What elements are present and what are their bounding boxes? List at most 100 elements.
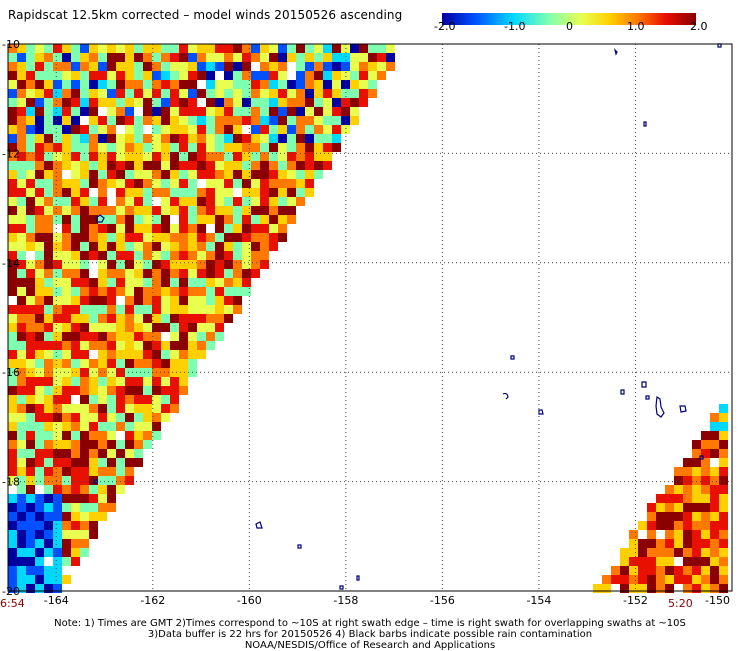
swath-cell [35, 431, 44, 440]
swath-cell [305, 89, 314, 98]
swath-cell [314, 80, 323, 89]
swath-cell [674, 485, 683, 494]
swath-cell [710, 476, 719, 485]
swath-cell [629, 566, 638, 575]
swath-cell [233, 269, 242, 278]
swath-cell [242, 197, 251, 206]
swath-cell [143, 206, 152, 215]
swath-cell [44, 152, 53, 161]
swath-cell [152, 260, 161, 269]
swath-cell [242, 71, 251, 80]
swath-cell [233, 134, 242, 143]
swath-cell [269, 179, 278, 188]
swath-cell [143, 80, 152, 89]
swath-cell [305, 116, 314, 125]
swath-cell [224, 215, 233, 224]
swath-cell [116, 332, 125, 341]
swath-cell [17, 575, 26, 584]
swath-cell [26, 350, 35, 359]
swath-cell [332, 80, 341, 89]
swath-cell [17, 152, 26, 161]
swath-cell [674, 566, 683, 575]
swath-cell [224, 305, 233, 314]
swath-cell [188, 80, 197, 89]
swath-cell [188, 341, 197, 350]
swath-cell [62, 269, 71, 278]
swath-cell [179, 143, 188, 152]
swath-cell [8, 458, 17, 467]
swath-cell [656, 548, 665, 557]
swath-cell [26, 53, 35, 62]
swath-cell [314, 107, 323, 116]
swath-cell [17, 251, 26, 260]
swath-cell [44, 431, 53, 440]
swath-cell [188, 287, 197, 296]
swath-cell [53, 314, 62, 323]
latitude-label: -18 [2, 476, 20, 489]
swath-cell [44, 458, 53, 467]
swath-cell [98, 152, 107, 161]
swath-cell [215, 224, 224, 233]
swath-cell [8, 305, 17, 314]
swath-cell [17, 431, 26, 440]
swath-cell [251, 215, 260, 224]
swath-cell [278, 215, 287, 224]
swath-cell [674, 512, 683, 521]
swath-cell [116, 413, 125, 422]
swath-cell [260, 125, 269, 134]
swath-cell [17, 332, 26, 341]
swath-cell [719, 431, 728, 440]
swath-cell [179, 125, 188, 134]
latitude-label: -10 [2, 38, 20, 51]
swath-cell [701, 440, 710, 449]
swath-cell [701, 476, 710, 485]
swath-cell [80, 323, 89, 332]
swath-cell [80, 206, 89, 215]
swath-cell [107, 62, 116, 71]
swath-cell [35, 44, 44, 53]
swath-cell [71, 134, 80, 143]
swath-cell [80, 107, 89, 116]
swath-cell [62, 395, 71, 404]
swath-cell [332, 134, 341, 143]
swath-cell [161, 197, 170, 206]
swath-cell [71, 350, 80, 359]
swath-cell [26, 422, 35, 431]
swath-cell [17, 71, 26, 80]
swath-cell [251, 161, 260, 170]
swath-cell [332, 98, 341, 107]
swath-cell [179, 215, 188, 224]
swath-cell [80, 80, 89, 89]
swath-cell [170, 323, 179, 332]
swath-cell [17, 305, 26, 314]
swath-cell [89, 107, 98, 116]
swath-cell [62, 89, 71, 98]
swath-cell [44, 386, 53, 395]
swath-cell [26, 116, 35, 125]
swath-cell [35, 107, 44, 116]
swath-cell [116, 449, 125, 458]
swath-cell [161, 341, 170, 350]
swath-cell [35, 53, 44, 62]
swath-cell [53, 431, 62, 440]
swath-cell [80, 512, 89, 521]
swath-cell [125, 458, 134, 467]
swath-cell [323, 125, 332, 134]
swath-cell [692, 485, 701, 494]
swath-cell [62, 377, 71, 386]
swath-cell [62, 242, 71, 251]
swath-cell [332, 125, 341, 134]
swath-cell [638, 575, 647, 584]
swath-cell [116, 152, 125, 161]
swath-cell [242, 179, 251, 188]
swath-cell [152, 269, 161, 278]
swath-cell [134, 305, 143, 314]
swath-cell [89, 449, 98, 458]
swath-cell [89, 251, 98, 260]
swath-cell [656, 494, 665, 503]
longitude-label: -164 [44, 594, 69, 607]
swath-cell [125, 170, 134, 179]
swath-cell [98, 404, 107, 413]
swath-cell [215, 152, 224, 161]
swath-cell [80, 98, 89, 107]
